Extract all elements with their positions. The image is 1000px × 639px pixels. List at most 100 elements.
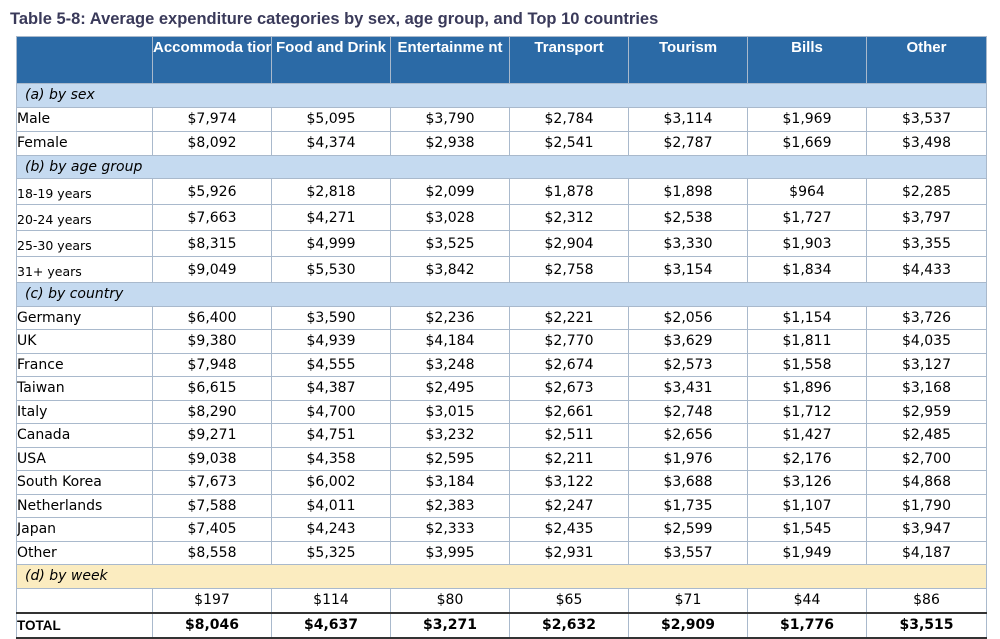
value-cell: $2,383 <box>390 493 510 518</box>
expenditure-table: Accommoda tion Food and Drink Entertainm… <box>16 36 987 639</box>
value-cell: $2,211 <box>509 446 629 471</box>
value-cell: $197 <box>152 587 272 613</box>
value-cell: $2,758 <box>509 256 629 283</box>
value-cell: $3,127 <box>866 352 987 377</box>
value-cell: $1,811 <box>747 329 867 354</box>
value-cell: $3,232 <box>390 423 510 448</box>
table-row: Japan $7,405 $4,243 $2,333 $2,435 $2,599 $1,54… <box>16 517 987 542</box>
total-value-cell: $3,515 <box>866 611 987 638</box>
value-cell: $5,530 <box>271 256 391 283</box>
table-row: Male $7,974 $5,095 $3,790 $2,784 $3,114 $1,969… <box>16 106 987 132</box>
value-cell: $6,002 <box>271 470 391 495</box>
table-row: Netherlands $7,588 $4,011 $2,383 $2,247 $1,73… <box>16 493 987 518</box>
value-cell: $8,290 <box>152 399 272 424</box>
row-label: Germany <box>16 305 153 330</box>
value-cell: $1,669 <box>747 130 867 156</box>
row-label: Canada <box>16 423 153 448</box>
value-cell: $44 <box>747 587 867 613</box>
row-label: 31+ years <box>16 256 153 283</box>
value-cell: $4,184 <box>390 329 510 354</box>
row-label: South Korea <box>16 470 153 495</box>
value-cell: $4,751 <box>271 423 391 448</box>
table-row: Female $8,092 $4,374 $2,938 $2,541 $2,787 $1,6… <box>16 130 987 156</box>
value-cell: $3,431 <box>628 376 748 401</box>
value-cell: $4,035 <box>866 329 987 354</box>
table-row: 25-30 years $8,315 $4,999 $3,525 $2,904 $3,33… <box>16 230 987 257</box>
section-header-row: (a) by sex <box>16 83 987 108</box>
value-cell: $2,661 <box>509 399 629 424</box>
value-cell: $3,126 <box>747 470 867 495</box>
value-cell: $3,028 <box>390 204 510 231</box>
value-cell: $1,735 <box>628 493 748 518</box>
value-cell: $5,926 <box>152 178 272 205</box>
value-cell: $7,974 <box>152 106 272 132</box>
header-corner <box>16 36 153 84</box>
row-label: Other <box>16 540 153 565</box>
value-cell: $964 <box>747 178 867 205</box>
value-cell: $1,903 <box>747 230 867 257</box>
row-label: Female <box>16 130 153 156</box>
column-header-food-and-drink: Food and Drink <box>271 36 391 84</box>
value-cell: $2,485 <box>866 423 987 448</box>
value-cell: $3,688 <box>628 470 748 495</box>
value-cell: $5,095 <box>271 106 391 132</box>
value-cell: $4,011 <box>271 493 391 518</box>
section-label: (d) by week <box>16 564 987 589</box>
value-cell: $2,674 <box>509 352 629 377</box>
row-label: Netherlands <box>16 493 153 518</box>
value-cell: $1,727 <box>747 204 867 231</box>
row-label <box>16 587 153 613</box>
table-row: France $7,948 $4,555 $3,248 $2,674 $2,573 $1,5… <box>16 352 987 377</box>
row-label: 25-30 years <box>16 230 153 257</box>
table-row: 20-24 years $7,663 $4,271 $3,028 $2,312 $2,53… <box>16 204 987 231</box>
column-header-bills: Bills <box>747 36 867 84</box>
value-cell: $6,400 <box>152 305 272 330</box>
value-cell: $3,330 <box>628 230 748 257</box>
table-body: (a) by sex Male $7,974 $5,095 $3,790 $2,784 $3… <box>16 83 987 638</box>
value-cell: $3,947 <box>866 517 987 542</box>
value-cell: $3,629 <box>628 329 748 354</box>
total-row: TOTAL $8,046 $4,637 $3,271 $2,632 $2,909 $1,77… <box>16 611 987 638</box>
value-cell: $3,248 <box>390 352 510 377</box>
column-header-accommodation: Accommoda tion <box>152 36 272 84</box>
value-cell: $1,896 <box>747 376 867 401</box>
value-cell: $2,573 <box>628 352 748 377</box>
value-cell: $3,797 <box>866 204 987 231</box>
table-row: 18-19 years $5,926 $2,818 $2,099 $1,878 $1,89… <box>16 178 987 205</box>
value-cell: $5,325 <box>271 540 391 565</box>
value-cell: $2,312 <box>509 204 629 231</box>
value-cell: $2,787 <box>628 130 748 156</box>
table-row: USA $9,038 $4,358 $2,595 $2,211 $1,976 $2,176 $… <box>16 446 987 471</box>
value-cell: $8,315 <box>152 230 272 257</box>
value-cell: $3,537 <box>866 106 987 132</box>
value-cell: $2,333 <box>390 517 510 542</box>
value-cell: $2,511 <box>509 423 629 448</box>
value-cell: $1,154 <box>747 305 867 330</box>
value-cell: $8,092 <box>152 130 272 156</box>
value-cell: $2,247 <box>509 493 629 518</box>
row-label: UK <box>16 329 153 354</box>
value-cell: $4,374 <box>271 130 391 156</box>
column-header-other: Other <box>866 36 987 84</box>
section-label: (b) by age group <box>16 154 987 179</box>
value-cell: $1,976 <box>628 446 748 471</box>
value-cell: $3,498 <box>866 130 987 156</box>
value-cell: $3,154 <box>628 256 748 283</box>
value-cell: $1,790 <box>866 493 987 518</box>
value-cell: $2,541 <box>509 130 629 156</box>
table-row: Other $8,558 $5,325 $3,995 $2,931 $3,557 $1,94… <box>16 540 987 565</box>
row-label: Italy <box>16 399 153 424</box>
total-value-cell: $8,046 <box>152 611 272 638</box>
table-row: UK $9,380 $4,939 $4,184 $2,770 $3,629 $1,811 $4… <box>16 329 987 354</box>
column-header-transport: Transport <box>509 36 629 84</box>
value-cell: $4,243 <box>271 517 391 542</box>
value-cell: $80 <box>390 587 510 613</box>
value-cell: $1,834 <box>747 256 867 283</box>
value-cell: $2,748 <box>628 399 748 424</box>
value-cell: $2,673 <box>509 376 629 401</box>
value-cell: $114 <box>271 587 391 613</box>
value-cell: $3,355 <box>866 230 987 257</box>
value-cell: $7,405 <box>152 517 272 542</box>
value-cell: $2,818 <box>271 178 391 205</box>
header-row: Accommoda tion Food and Drink Entertainm… <box>16 36 987 84</box>
